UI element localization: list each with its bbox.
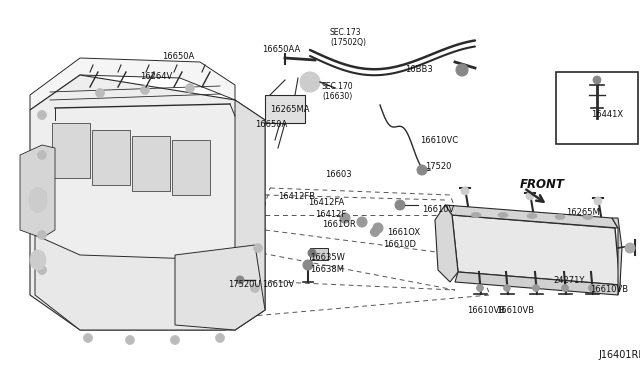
Circle shape [371, 228, 380, 237]
Text: 16265MA: 16265MA [270, 105, 310, 114]
Circle shape [373, 223, 383, 233]
Ellipse shape [471, 212, 481, 218]
Ellipse shape [527, 214, 537, 218]
Circle shape [170, 336, 179, 344]
Text: 16265M: 16265M [566, 208, 600, 217]
Polygon shape [30, 58, 235, 110]
Text: (17502Q): (17502Q) [330, 38, 366, 47]
Text: 1661OR: 1661OR [322, 220, 356, 229]
Bar [92, 130, 130, 185]
Text: 16650A: 16650A [255, 120, 287, 129]
Polygon shape [612, 218, 622, 295]
Circle shape [395, 200, 405, 210]
Circle shape [38, 190, 47, 199]
Bar [265, 95, 305, 123]
Bar [172, 140, 210, 195]
Circle shape [38, 231, 47, 240]
Circle shape [594, 197, 602, 205]
Circle shape [340, 213, 350, 223]
Text: 16650AA: 16650AA [262, 45, 300, 54]
Circle shape [216, 334, 225, 343]
Text: 16610VB: 16610VB [496, 306, 534, 315]
Polygon shape [452, 215, 620, 285]
Circle shape [95, 89, 104, 97]
Circle shape [625, 243, 635, 253]
Circle shape [561, 285, 568, 292]
Text: 16412FA: 16412FA [308, 198, 344, 207]
Text: 16650A: 16650A [162, 52, 195, 61]
Text: 17520: 17520 [425, 162, 451, 171]
Circle shape [504, 285, 511, 292]
Text: (16630): (16630) [322, 92, 352, 101]
Circle shape [526, 192, 534, 200]
Circle shape [253, 244, 262, 253]
Text: 16603: 16603 [325, 170, 351, 179]
Text: 16412FB: 16412FB [278, 192, 315, 201]
Circle shape [38, 151, 47, 160]
Polygon shape [435, 205, 458, 282]
Text: FRONT: FRONT [520, 178, 565, 191]
Circle shape [303, 260, 313, 270]
Circle shape [83, 334, 93, 343]
Ellipse shape [498, 212, 508, 218]
Text: 16610D: 16610D [383, 240, 416, 249]
Text: 16610VB: 16610VB [590, 285, 628, 294]
Circle shape [125, 336, 134, 344]
Text: 16BB3: 16BB3 [405, 65, 433, 74]
Polygon shape [175, 245, 265, 330]
Text: 1661OX: 1661OX [387, 228, 420, 237]
Circle shape [532, 285, 540, 292]
Circle shape [593, 76, 601, 84]
Polygon shape [30, 75, 265, 330]
Text: 16610V: 16610V [422, 205, 454, 214]
Text: J16401RB: J16401RB [598, 350, 640, 360]
Ellipse shape [583, 215, 593, 219]
Bar [556, 72, 638, 144]
Text: 16635W: 16635W [310, 253, 345, 262]
Circle shape [477, 285, 483, 292]
Text: 16638M: 16638M [310, 265, 344, 274]
Text: 16610V: 16610V [262, 280, 294, 289]
Bar [52, 123, 90, 178]
Circle shape [236, 276, 244, 284]
Circle shape [38, 110, 47, 119]
Circle shape [417, 165, 427, 175]
Circle shape [186, 83, 195, 93]
Text: 16441X: 16441X [591, 110, 623, 119]
Circle shape [250, 283, 259, 292]
Bar [132, 136, 170, 191]
Circle shape [141, 86, 150, 94]
Circle shape [589, 285, 595, 292]
Polygon shape [35, 235, 255, 330]
Ellipse shape [29, 187, 47, 212]
Text: 16264V: 16264V [140, 72, 172, 81]
Text: 16412F: 16412F [315, 210, 346, 219]
Ellipse shape [555, 215, 565, 219]
Circle shape [357, 217, 367, 227]
Text: SEC.170: SEC.170 [322, 82, 354, 91]
Polygon shape [445, 205, 618, 228]
Ellipse shape [300, 72, 320, 92]
Circle shape [38, 266, 47, 275]
Text: 16610VB: 16610VB [467, 306, 505, 315]
Circle shape [308, 249, 316, 257]
Text: 24271Y: 24271Y [553, 276, 584, 285]
Polygon shape [455, 272, 620, 295]
Circle shape [461, 187, 469, 195]
Ellipse shape [30, 250, 46, 270]
Polygon shape [20, 145, 55, 238]
Polygon shape [235, 100, 265, 330]
Bar [310, 248, 328, 260]
Text: 17520U: 17520U [228, 280, 260, 289]
Circle shape [456, 64, 468, 76]
Text: SEC.173: SEC.173 [330, 28, 362, 37]
Text: 16610VC: 16610VC [420, 136, 458, 145]
